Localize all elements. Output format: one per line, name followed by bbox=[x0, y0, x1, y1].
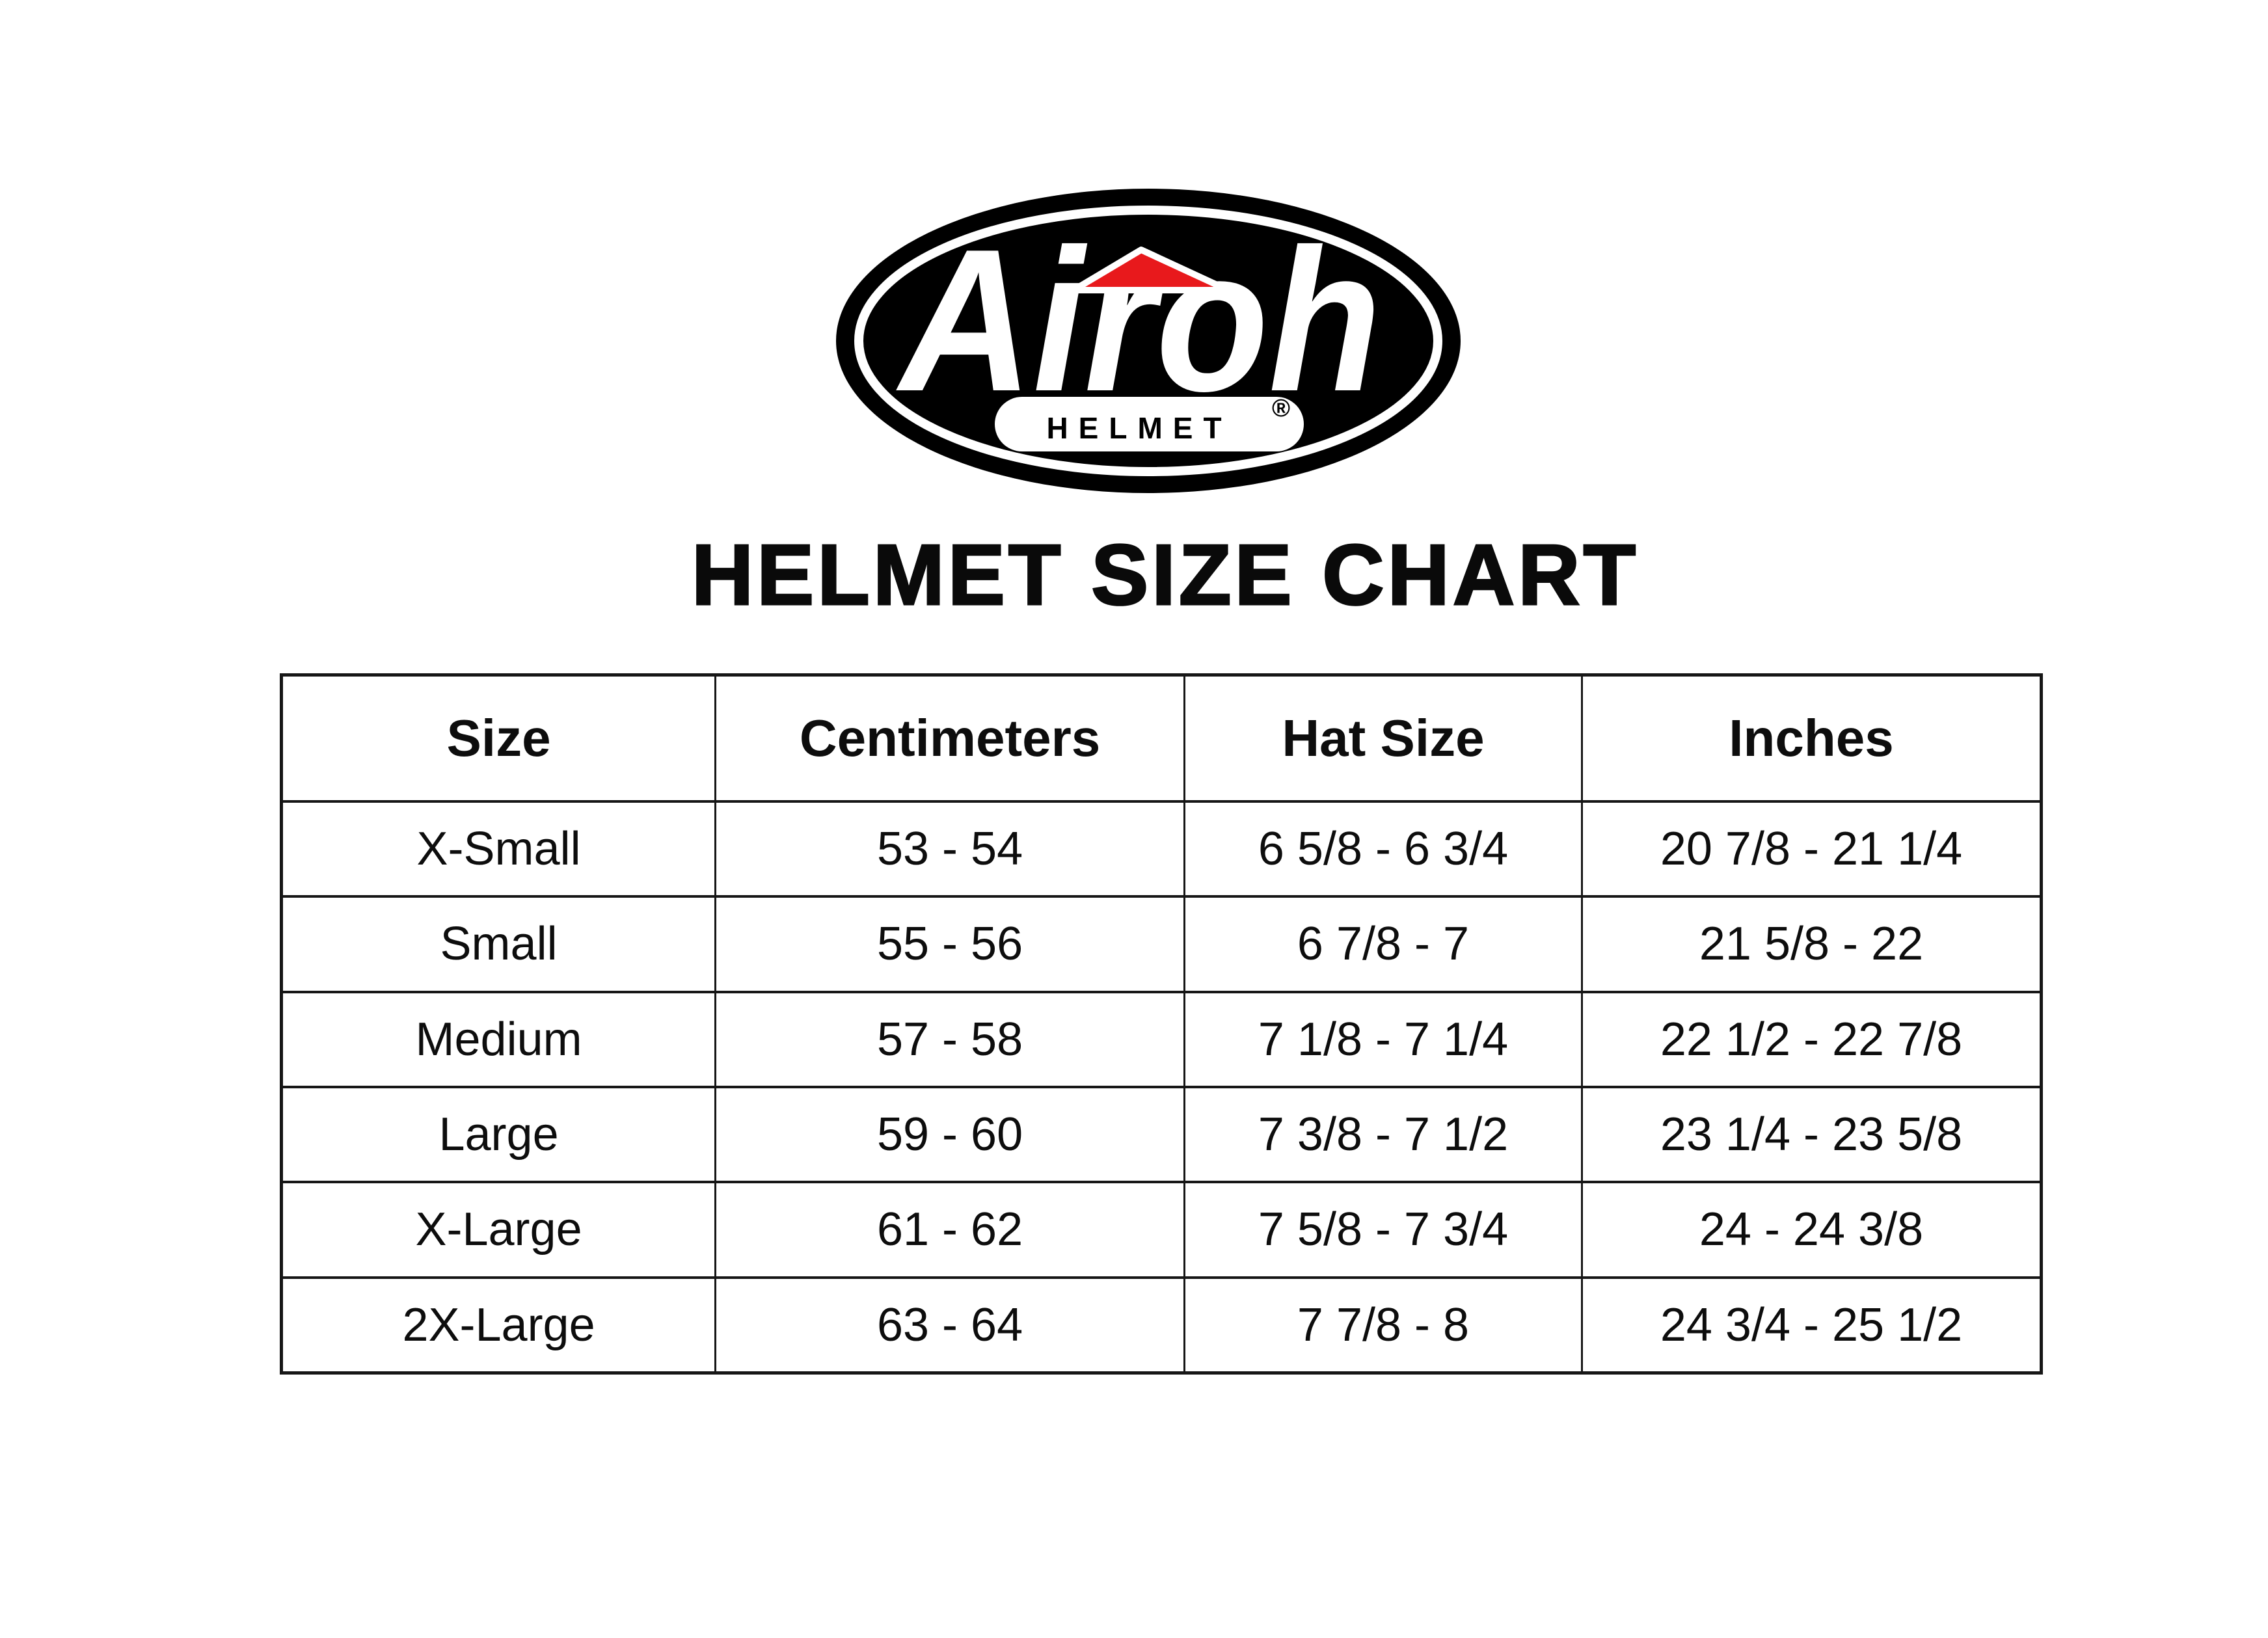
cell-centimeters: 57 - 58 bbox=[714, 993, 1183, 1086]
logo-ring bbox=[854, 206, 1442, 476]
logo-red-triangle-icon bbox=[1070, 247, 1232, 293]
logo-oval bbox=[836, 189, 1461, 493]
cell-hat-size: 7 5/8 - 7 3/4 bbox=[1183, 1183, 1581, 1276]
cell-inches: 24 3/4 - 25 1/2 bbox=[1581, 1278, 2040, 1371]
cell-hat-size: 7 3/8 - 7 1/2 bbox=[1183, 1088, 1581, 1181]
cell-size-label: X-Small bbox=[416, 823, 581, 876]
airoh-logo-graphic: Airoh HELMET ® bbox=[836, 189, 1461, 493]
cell-size-label: 2X-Large bbox=[402, 1298, 595, 1351]
header-cell-size: Size bbox=[446, 709, 551, 767]
header-cell-inches: Inches bbox=[1581, 677, 2040, 800]
cell-inches: 21 5/8 - 22 bbox=[1581, 898, 2040, 991]
header-cell-centimeters: Centimeters bbox=[714, 677, 1183, 800]
size-table: Size Centimeters Hat Size Inches X-Small… bbox=[280, 673, 2043, 1375]
cell-centimeters: 53 - 54 bbox=[714, 803, 1183, 896]
cell-inches: 23 1/4 - 23 5/8 bbox=[1581, 1088, 2040, 1181]
header-cell-hat-size: Hat Size bbox=[1183, 677, 1581, 800]
cell-size-label: Large bbox=[439, 1108, 559, 1161]
table-row-xlarge: X-Large 61 - 62 7 5/8 - 7 3/4 24 - 24 3/… bbox=[283, 1181, 2040, 1276]
table-row-medium: Medium 57 - 58 7 1/8 - 7 1/4 22 1/2 - 22… bbox=[283, 990, 2040, 1086]
cell-centimeters: 61 - 62 bbox=[714, 1183, 1183, 1276]
cell-size-label: Medium bbox=[415, 1013, 582, 1066]
table-row-2xlarge: 2X-Large 63 - 64 7 7/8 - 8 24 3/4 - 25 1… bbox=[283, 1276, 2040, 1371]
airoh-logo: Airoh HELMET ® bbox=[835, 187, 1462, 494]
cell-centimeters: 63 - 64 bbox=[714, 1278, 1183, 1371]
cell-size-label: Small bbox=[440, 918, 558, 971]
logo-pill bbox=[995, 397, 1304, 451]
table-row-small: Small 55 - 56 6 7/8 - 7 21 5/8 - 22 bbox=[283, 895, 2040, 991]
logo-brand-text: Airoh bbox=[894, 208, 1381, 434]
cell-hat-size: 7 7/8 - 8 bbox=[1183, 1278, 1581, 1371]
table-row-large: Large 59 - 60 7 3/8 - 7 1/2 23 1/4 - 23 … bbox=[283, 1085, 2040, 1181]
page-title: HELMET SIZE CHART bbox=[690, 527, 1640, 623]
cell-hat-size: 6 7/8 - 7 bbox=[1183, 898, 1581, 991]
table-row-xsmall: X-Small 53 - 54 6 5/8 - 6 3/4 20 7/8 - 2… bbox=[283, 800, 2040, 896]
cell-inches: 22 1/2 - 22 7/8 bbox=[1581, 993, 2040, 1086]
logo-sub-label: HELMET bbox=[1046, 411, 1232, 445]
cell-hat-size: 6 5/8 - 6 3/4 bbox=[1183, 803, 1581, 896]
cell-centimeters: 59 - 60 bbox=[714, 1088, 1183, 1181]
cell-size-label: X-Large bbox=[415, 1203, 582, 1256]
cell-centimeters: 55 - 56 bbox=[714, 898, 1183, 991]
cell-inches: 20 7/8 - 21 1/4 bbox=[1581, 803, 2040, 896]
cell-inches: 24 - 24 3/8 bbox=[1581, 1183, 2040, 1276]
cell-hat-size: 7 1/8 - 7 1/4 bbox=[1183, 993, 1581, 1086]
table-header-row: Size Centimeters Hat Size Inches bbox=[283, 677, 2040, 800]
registered-mark-icon: ® bbox=[1272, 395, 1290, 422]
